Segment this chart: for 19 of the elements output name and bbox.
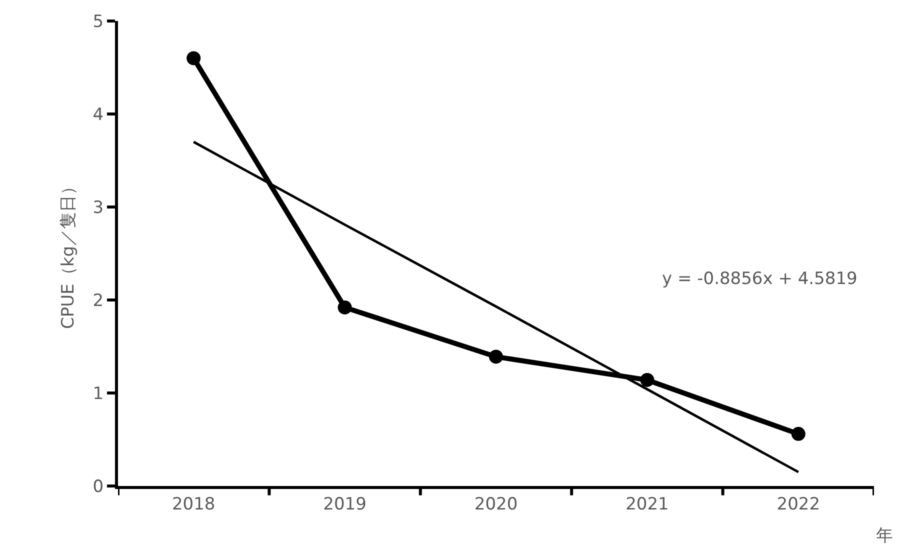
x-axis-title: 年 — [876, 526, 893, 546]
point — [338, 300, 352, 314]
y-tick-label: 4 — [92, 104, 104, 125]
y-tick-label: 2 — [92, 290, 104, 311]
point — [791, 426, 806, 441]
point — [640, 372, 654, 387]
x-tick-label: 2021 — [626, 494, 669, 514]
x-tick-label: 2019 — [323, 494, 366, 514]
annotation: y = -0.8856x + 4.5819 — [662, 269, 858, 289]
x-tick-label: 2022 — [776, 494, 820, 514]
y-tick-label: 3 — [92, 198, 104, 218]
y-tick-label: 0 — [92, 476, 104, 497]
y-tick-label: 5 — [92, 12, 104, 32]
point — [186, 51, 201, 66]
y-tick-label: 1 — [92, 384, 104, 404]
x-tick-label: 2020 — [474, 494, 518, 514]
x-tick-label: 2018 — [172, 494, 216, 514]
y-axis-title: CPUE（kg／隻日） — [58, 178, 78, 329]
point — [489, 350, 503, 364]
